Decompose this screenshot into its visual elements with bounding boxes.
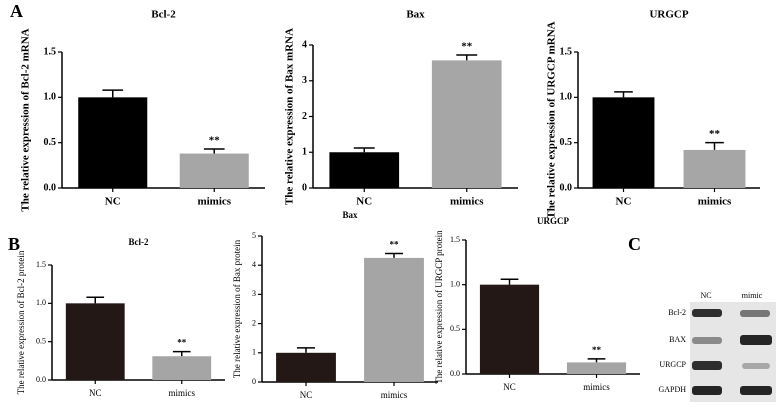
- y-tick-label: 1.5: [450, 235, 460, 244]
- bar: [592, 97, 655, 188]
- y-axis-label: The relative expression of Bcl-2 protein: [16, 250, 26, 394]
- significance-label: **: [461, 41, 473, 53]
- x-tick-label: NC: [300, 390, 313, 400]
- x-tick-label: mimics: [698, 196, 732, 208]
- y-axis-label: The relative expression of URGCP mRNA: [546, 21, 558, 218]
- y-axis-label: The relative expression of URGCP protein: [434, 230, 444, 384]
- blot-column-label: mimic: [742, 291, 763, 300]
- x-tick-label: mimics: [583, 382, 610, 392]
- blot-row-label: BAX: [669, 335, 686, 344]
- bar: [364, 257, 424, 382]
- y-tick-label: 1.0: [44, 92, 57, 103]
- y-tick-label: 1.5: [36, 260, 46, 269]
- y-tick-label: 0.5: [560, 137, 573, 148]
- y-axis-label: The relative expression of Bax protein: [232, 239, 242, 378]
- bar: [431, 60, 502, 189]
- y-tick-label: 0.0: [560, 182, 573, 193]
- y-tick-label: 0.0: [36, 375, 46, 384]
- blot-row-label: Bcl-2: [668, 308, 686, 317]
- bar: [479, 284, 540, 374]
- panel-label: C: [628, 234, 641, 254]
- y-axis-label: The relative expression of Bax mRNA: [284, 28, 296, 205]
- y-tick-label: 2: [252, 318, 256, 327]
- y-tick-label: 1: [252, 348, 256, 357]
- y-tick-label: 1.5: [560, 46, 573, 57]
- bar: [566, 362, 627, 374]
- y-tick-label: 1: [302, 147, 307, 158]
- x-tick-label: mimics: [381, 390, 408, 400]
- blot-bands: [692, 309, 772, 395]
- y-tick-label: 0.5: [450, 324, 460, 333]
- y-tick-label: 4: [252, 260, 256, 269]
- x-tick-label: mimics: [169, 388, 196, 398]
- significance-label: **: [177, 338, 187, 348]
- y-tick-label: 0.5: [44, 137, 57, 148]
- panel-label: A: [10, 1, 23, 21]
- y-tick-label: 1.0: [450, 279, 460, 288]
- y-tick-label: 0.5: [36, 336, 46, 345]
- y-tick-label: 1.5: [44, 46, 57, 57]
- x-tick-label: NC: [503, 382, 516, 392]
- x-tick-label: mimics: [197, 196, 231, 208]
- bar: [329, 152, 400, 188]
- bar: [179, 153, 249, 188]
- y-tick-label: 3: [302, 75, 307, 86]
- significance-label: **: [390, 240, 400, 250]
- x-tick-label: mimics: [450, 196, 484, 208]
- x-tick-label: NC: [89, 388, 102, 398]
- x-tick-label: NC: [616, 196, 632, 208]
- significance-label: **: [592, 345, 602, 355]
- x-tick-label: NC: [356, 196, 372, 208]
- y-tick-label: 0: [302, 182, 307, 193]
- significance-label: **: [209, 135, 221, 147]
- bar: [152, 356, 212, 380]
- bar: [65, 303, 125, 380]
- chart-title: Bax: [406, 9, 425, 21]
- y-tick-label: 5: [252, 231, 256, 240]
- y-axis-label: The relative expression of Bcl-2 mRNA: [20, 28, 32, 211]
- y-tick-label: 3: [252, 289, 256, 298]
- significance-label: **: [709, 128, 721, 140]
- bar: [276, 352, 336, 382]
- chart-title: Bcl-2: [151, 9, 176, 21]
- blot-row-label: URGCP: [659, 360, 686, 369]
- y-tick-label: 4: [302, 39, 307, 50]
- y-tick-label: 1.0: [560, 92, 573, 103]
- y-tick-label: 0.0: [450, 369, 460, 378]
- bar: [78, 97, 148, 188]
- chart-title: URGCP: [537, 216, 569, 226]
- blot-column-label: NC: [700, 291, 711, 300]
- y-tick-label: 2: [302, 111, 307, 122]
- blot-membrane: [690, 302, 776, 402]
- y-tick-label: 1.0: [36, 298, 46, 307]
- panel-label: B: [8, 234, 20, 254]
- chart-title: Bax: [342, 210, 358, 220]
- y-tick-label: 0: [252, 377, 256, 386]
- blot-row-label: GAPDH: [658, 385, 686, 394]
- chart-title: URGCP: [649, 9, 688, 21]
- y-tick-label: 0.0: [44, 182, 57, 193]
- x-tick-label: NC: [105, 196, 121, 208]
- chart-title: Bcl-2: [129, 237, 149, 247]
- bar: [683, 149, 746, 188]
